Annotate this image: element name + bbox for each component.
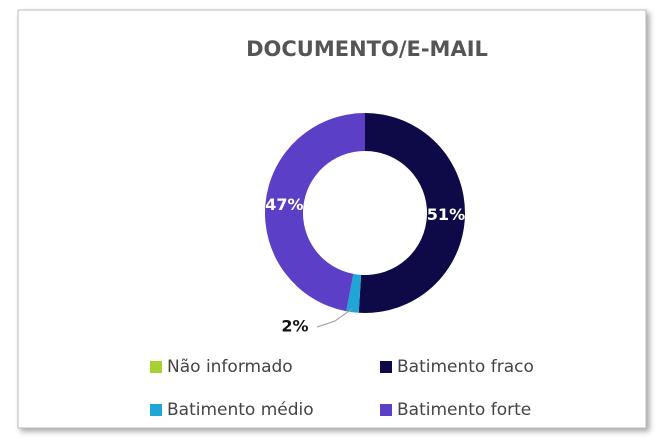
- donut-slice: [346, 273, 362, 313]
- legend-label: Batimento forte: [397, 400, 531, 420]
- chart-title: DOCUMENTO/E-MAIL: [246, 37, 488, 61]
- data-label: 47%: [265, 195, 303, 214]
- data-label: 51%: [427, 205, 465, 224]
- legend-label: Batimento fraco: [397, 357, 534, 377]
- legend-swatch: [380, 361, 392, 373]
- legend-swatch: [380, 404, 392, 416]
- legend-swatch: [150, 361, 162, 373]
- leader-line: [316, 307, 354, 328]
- data-label: 2%: [281, 317, 308, 336]
- legend-label: Batimento médio: [167, 400, 314, 420]
- chart-frame: [17, 9, 647, 429]
- donut-slice: [264, 113, 365, 312]
- donut-slice: [358, 113, 466, 313]
- legend-swatch: [150, 404, 162, 416]
- legend-label: Não informado: [167, 357, 293, 377]
